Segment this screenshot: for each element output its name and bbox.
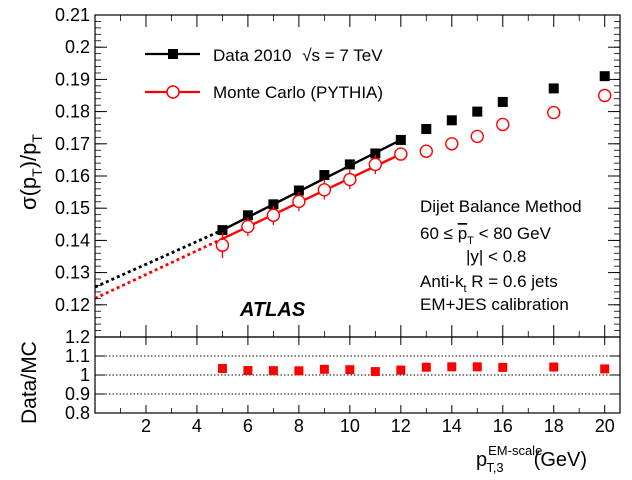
top-ytick-label-5: 0.17: [55, 134, 90, 154]
data-point-5: [344, 159, 355, 170]
mc-point-9: [445, 137, 459, 151]
data-point-7: [395, 134, 406, 145]
legend-data-marker: [168, 49, 178, 59]
mc-point-1: [241, 219, 255, 234]
mc-point-10: [470, 129, 484, 144]
xtick-label-2: 6: [243, 416, 253, 436]
mc-point-6: [368, 157, 383, 172]
xtick-label-3: 8: [294, 416, 304, 436]
mc-point-5: [343, 172, 357, 187]
method-line-3: |y| < 0.8: [466, 247, 526, 266]
atlas-label: ATLAS: [239, 299, 306, 321]
data-point-13: [599, 71, 610, 82]
ratio-point-3: [294, 366, 304, 376]
xtick-label-6: 14: [442, 416, 462, 436]
method-line-1: Dijet Balance Method: [420, 197, 582, 216]
top-ytick-label-9: 0.21: [55, 5, 90, 25]
data-point-9: [446, 115, 457, 126]
data-point-10: [472, 106, 483, 117]
ratio-point-1: [243, 365, 253, 375]
ratio-point-10: [472, 362, 482, 372]
mc-point-12: [547, 105, 561, 120]
x-axis-label: pEM-scale T,3 (GeV): [476, 443, 587, 475]
ratio-point-11: [498, 362, 508, 372]
legend-mc-label: Monte Carlo (PYTHIA): [213, 83, 383, 102]
bottom-ylabel: Data/MC: [18, 341, 41, 424]
data-point-12: [548, 83, 559, 94]
xtick-label-1: 4: [192, 416, 202, 436]
data-point-3: [293, 185, 304, 196]
ratio-point-7: [396, 365, 406, 375]
ratio-point-2: [268, 366, 278, 376]
xtick-label-4: 10: [340, 416, 360, 436]
method-line-2: 60 ≤ pT < 80 GeV: [420, 224, 552, 247]
ratio-point-12: [549, 362, 559, 372]
ratio-point-8: [421, 362, 431, 372]
top-ytick-label-0: 0.12: [55, 295, 90, 315]
mc-point-11: [496, 117, 510, 132]
mc-point-13: [598, 88, 612, 103]
mc-point-0: [215, 238, 230, 252]
mc-fit-dotted: [94, 237, 224, 300]
method-line-4: Anti-kt R = 0.6 jets: [420, 272, 558, 295]
ratio-point-4: [319, 364, 329, 374]
mc-point-4: [317, 183, 332, 197]
xtick-label-7: 16: [493, 416, 513, 436]
bottom-ytick-label-4: 1.2: [65, 327, 90, 347]
xtick-label-0: 2: [141, 416, 151, 436]
data-point-2: [268, 199, 279, 210]
top-ytick-label-6: 0.18: [55, 102, 90, 122]
data-point-1: [242, 210, 253, 221]
data-point-0: [217, 225, 228, 236]
mc-point-3: [292, 194, 306, 209]
data-fit-dotted: [94, 228, 223, 289]
top-ylabel: σ(pT)/pT: [16, 134, 45, 210]
legend-data-label: Data 2010 √s = 7 TeV: [213, 46, 383, 65]
top-ytick-label-7: 0.19: [55, 69, 90, 89]
ratio-point-6: [370, 367, 380, 377]
top-ytick-label-3: 0.15: [55, 198, 90, 218]
mc-point-2: [266, 208, 281, 222]
xtick-label-5: 12: [391, 416, 411, 436]
mc-point-7: [394, 147, 408, 161]
xtick-label-8: 18: [544, 416, 564, 436]
ratio-point-9: [447, 362, 457, 372]
mc-point-8: [419, 144, 434, 158]
data-point-11: [497, 96, 508, 107]
legend: Data 2010 √s = 7 TeV Monte Carlo (PYTHIA…: [145, 46, 383, 102]
xtick-label-9: 20: [595, 416, 615, 436]
bottom-ytick-label-3: 1.1: [65, 346, 90, 366]
top-ytick-label-2: 0.14: [55, 230, 90, 250]
method-line-5: EM+JES calibration: [420, 295, 569, 314]
top-ytick-label-8: 0.2: [65, 37, 90, 57]
bottom-ytick-label-0: 0.8: [65, 403, 90, 423]
ratio-point-0: [217, 364, 227, 374]
method-annotation: Dijet Balance Method 60 ≤ pT < 80 GeV |y…: [420, 197, 582, 314]
ratio-point-5: [345, 365, 355, 375]
data-point-8: [421, 123, 432, 134]
ratio-point-13: [600, 364, 610, 374]
legend-mc-marker: [166, 85, 180, 99]
top-ytick-label-4: 0.16: [55, 166, 90, 186]
bottom-ytick-label-2: 1: [80, 365, 90, 385]
data-point-6: [370, 148, 381, 159]
data-point-4: [319, 170, 330, 181]
bottom-ytick-label-1: 0.9: [65, 384, 90, 404]
top-ytick-label-1: 0.13: [55, 263, 90, 283]
